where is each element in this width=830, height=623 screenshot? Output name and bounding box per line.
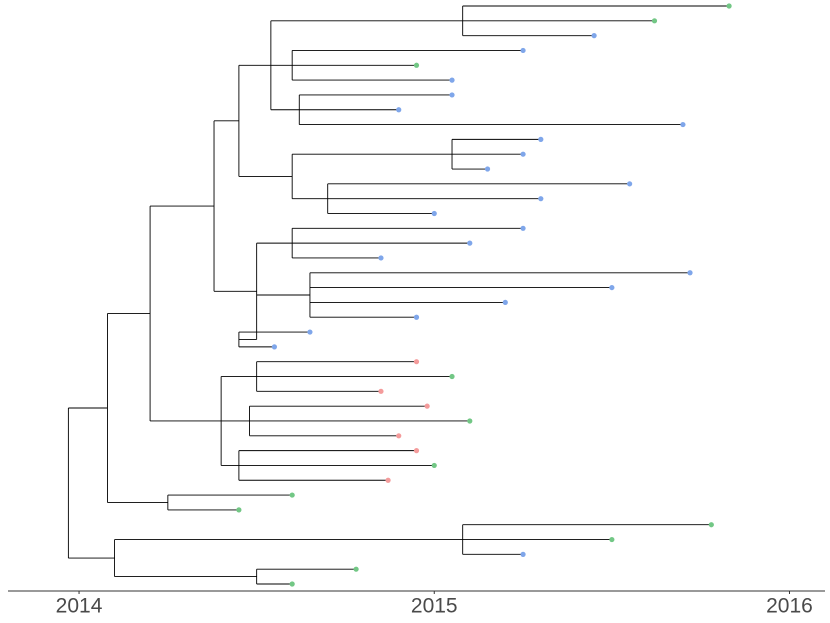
tip: [726, 3, 732, 9]
tip: [378, 255, 384, 261]
tip: [289, 581, 295, 587]
tip: [627, 181, 633, 187]
tip: [591, 33, 597, 39]
tip: [484, 166, 491, 172]
tip: [236, 507, 242, 513]
tip: [431, 210, 437, 217]
tip: [651, 18, 658, 24]
tip: [538, 136, 544, 142]
tip: [413, 448, 420, 454]
x-tick-label: 2016: [766, 595, 813, 618]
tip: [413, 359, 420, 365]
tip: [687, 270, 693, 276]
tip: [520, 551, 526, 557]
tip: [424, 403, 430, 409]
tip: [413, 314, 420, 320]
tip: [680, 121, 686, 128]
tip: [520, 225, 526, 231]
tip: [609, 536, 615, 543]
x-tick-label: 2015: [411, 595, 458, 618]
tip: [307, 329, 313, 335]
tip: [467, 240, 473, 246]
tip: [538, 196, 544, 202]
tip: [467, 418, 473, 424]
tip: [520, 47, 526, 54]
tip: [353, 566, 359, 572]
tip: [396, 107, 402, 113]
tip: [502, 299, 508, 306]
tip: [449, 92, 455, 98]
tip: [396, 433, 402, 439]
tip: [449, 77, 455, 83]
tip: [431, 462, 437, 469]
x-tick-label: 2014: [56, 595, 103, 618]
tip: [385, 477, 391, 483]
tip: [413, 62, 420, 68]
tip: [289, 492, 295, 498]
tip: [271, 344, 278, 350]
tip: [609, 284, 615, 291]
tip: [520, 151, 526, 157]
tip: [378, 388, 384, 394]
tip: [449, 373, 455, 380]
tip: [708, 522, 714, 528]
